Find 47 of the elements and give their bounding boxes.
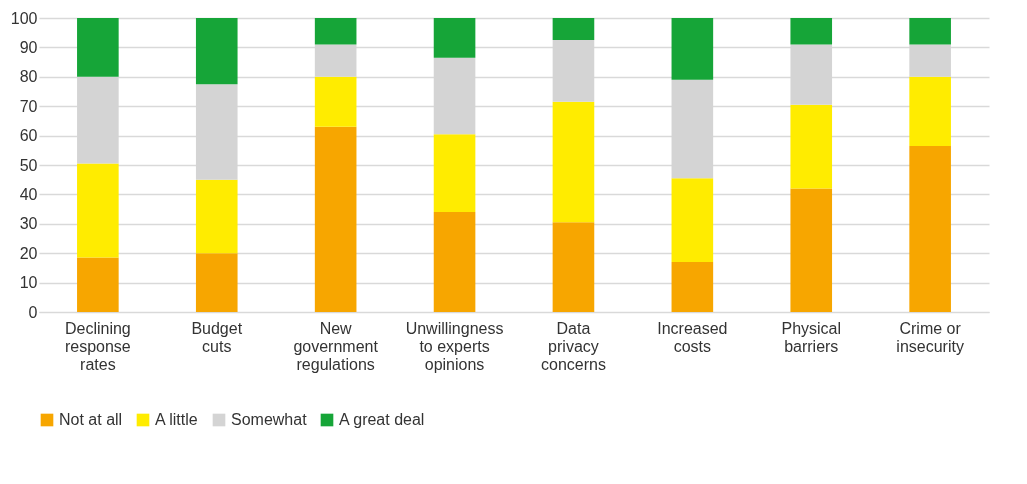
bar — [314, 76, 357, 127]
bar — [552, 222, 595, 312]
x-tick-label: Data privacy concerns — [540, 319, 606, 373]
bar — [671, 18, 714, 80]
y-tick-label: 20 — [19, 244, 38, 262]
y-tick-label: 80 — [19, 68, 38, 86]
bar — [552, 18, 595, 41]
y-tick-label: 100 — [10, 9, 38, 27]
x-tick-label: Budget cuts — [191, 319, 243, 355]
bar — [909, 76, 951, 146]
bar — [77, 257, 119, 312]
bar — [195, 18, 238, 85]
bar — [195, 179, 238, 254]
y-tick-label: 0 — [28, 303, 38, 321]
x-tick-label: Declining response rates — [64, 319, 131, 373]
bar — [314, 18, 357, 45]
legend-label: A great deal — [339, 411, 425, 428]
bar — [790, 188, 833, 312]
x-tick-label: Increased costs — [657, 319, 728, 355]
y-tick-label: 70 — [19, 97, 38, 115]
bar — [195, 253, 238, 312]
bar — [909, 18, 951, 45]
y-tick-label: 50 — [19, 156, 38, 174]
legend-label: Not at all — [59, 411, 123, 428]
y-tick-label: 90 — [19, 38, 38, 56]
x-tick-label: Unwillingness to experts opinions — [405, 319, 504, 373]
y-tick-label: 40 — [19, 185, 38, 203]
bar — [671, 262, 714, 312]
y-tick-label: 10 — [19, 274, 38, 292]
legend-label: A little — [155, 411, 198, 428]
bar — [77, 163, 119, 258]
bar — [671, 178, 714, 263]
bar — [433, 18, 476, 58]
bar — [909, 145, 951, 312]
legend-label: Somewhat — [231, 411, 308, 428]
bar — [790, 104, 833, 189]
x-tick-label: Physical barriers — [781, 319, 842, 355]
y-tick-label: 30 — [19, 215, 38, 233]
bar — [790, 18, 833, 45]
x-tick-label: Crime or insecurity — [896, 319, 964, 355]
bar — [433, 134, 476, 213]
x-tick-label: New government regulations — [293, 319, 379, 373]
bar — [314, 126, 357, 312]
bar — [552, 101, 595, 223]
bar — [433, 212, 476, 312]
bar — [77, 18, 119, 77]
y-tick-label: 60 — [19, 127, 38, 145]
